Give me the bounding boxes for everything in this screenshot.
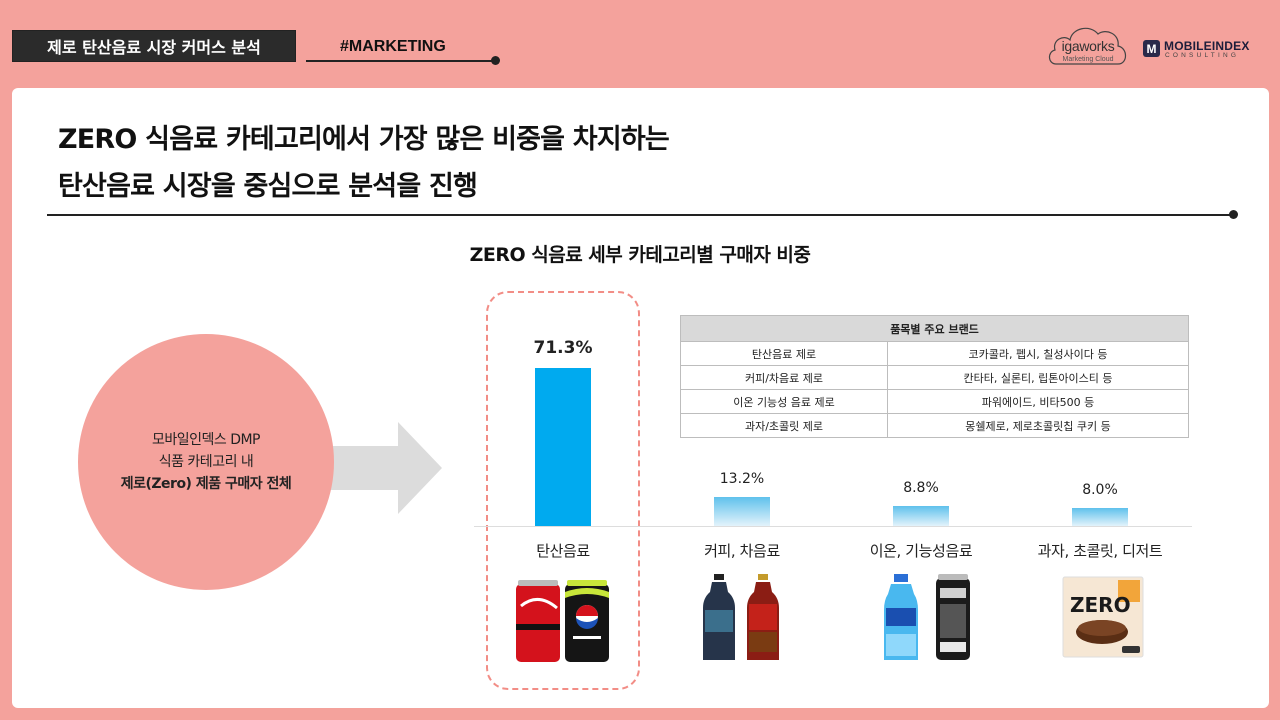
chart-bar bbox=[1072, 508, 1128, 526]
divider-dot bbox=[1229, 210, 1238, 219]
svg-text:ZERO: ZERO bbox=[1070, 593, 1131, 617]
cloud-icon bbox=[1048, 27, 1127, 65]
category-label: 탄산음료 bbox=[536, 542, 590, 560]
source-line1: 모바일인덱스 DMP bbox=[151, 432, 261, 448]
chart-title: ZERO 식음료 세부 카테고리별 구매자 비중 bbox=[469, 244, 811, 266]
table-row: 과자/초콜릿 제로 몽쉘제로, 제로초콜릿칩 쿠키 등 bbox=[680, 413, 1189, 438]
bar-value-label: 13.2% bbox=[719, 471, 765, 487]
divider bbox=[47, 214, 1233, 216]
headline-line1: ZERO 식음료 카테고리에서 가장 많은 비중을 차지하는 bbox=[58, 124, 670, 155]
igaworks-logo: igaworks Marketing Cloud bbox=[1046, 22, 1130, 68]
table-cell-category: 이온 기능성 음료 제로 bbox=[680, 389, 888, 414]
brand-table: 품목별 주요 브랜드 탄산음료 제로 코카콜라, 펩시, 칠성사이다 등 커피/… bbox=[680, 315, 1189, 438]
bar-value-label: 8.0% bbox=[1082, 482, 1118, 498]
hashtag-label: #MARKETING bbox=[340, 38, 446, 55]
brand-table-header: 품목별 주요 브랜드 bbox=[680, 315, 1189, 342]
headline: ZERO 식음료 카테고리에서 가장 많은 비중을 차지하는 탄산음료 시장을 … bbox=[58, 116, 670, 210]
category-label: 과자, 초콜릿, 디저트 bbox=[1037, 542, 1163, 560]
table-row: 커피/차음료 제로 칸타타, 실론티, 립톤아이스티 등 bbox=[680, 365, 1189, 390]
bar-value-label: 8.8% bbox=[903, 480, 939, 496]
hashtag-underline bbox=[306, 60, 494, 62]
source-line3: 제로(Zero) 제품 구매자 전체 bbox=[120, 476, 292, 492]
chart-bar bbox=[893, 506, 949, 526]
topic-label: 제로 탄산음료 시장 커머스 분석 bbox=[12, 30, 296, 62]
igaworks-sub: Marketing Cloud bbox=[1062, 56, 1114, 63]
chart-bar bbox=[714, 497, 770, 526]
table-cell-brands: 코카콜라, 펩시, 칠성사이다 등 bbox=[887, 341, 1189, 366]
arrow-right-icon bbox=[290, 422, 442, 514]
bar-value-label: 71.3% bbox=[533, 338, 593, 358]
mobileindex-name: MOBILEINDEX bbox=[1164, 39, 1250, 53]
source-line2: 식품 카테고리 내 bbox=[158, 454, 254, 470]
table-cell-brands: 파워에이드, 비타500 등 bbox=[887, 389, 1189, 414]
chart-bar bbox=[535, 368, 591, 526]
category-label: 이온, 기능성음료 bbox=[869, 542, 973, 560]
table-row: 이온 기능성 음료 제로 파워에이드, 비타500 등 bbox=[680, 389, 1189, 414]
sports-drinks-icon bbox=[884, 574, 970, 660]
table-cell-brands: 칸타타, 실론티, 립톤아이스티 등 bbox=[887, 365, 1189, 390]
highlight-frame bbox=[486, 291, 640, 690]
table-cell-category: 과자/초콜릿 제로 bbox=[680, 413, 888, 438]
table-row: 탄산음료 제로 코카콜라, 펩시, 칠성사이다 등 bbox=[680, 341, 1189, 366]
table-cell-category: 커피/차음료 제로 bbox=[680, 365, 888, 390]
brand-table-title: 품목별 주요 브랜드 bbox=[680, 315, 1189, 342]
mobileindex-logo: M MOBILEINDEX CONSULTING bbox=[1143, 38, 1263, 62]
table-cell-brands: 몽쉘제로, 제로초콜릿칩 쿠키 등 bbox=[887, 413, 1189, 438]
headline-line2: 탄산음료 시장을 중심으로 분석을 진행 bbox=[58, 171, 478, 202]
soda-cans-icon bbox=[516, 580, 609, 662]
mobileindex-sub: CONSULTING bbox=[1165, 52, 1240, 59]
snack-box-icon: ZERO bbox=[1062, 576, 1144, 658]
hashtag-dot bbox=[491, 56, 500, 65]
category-label: 커피, 차음료 bbox=[704, 542, 780, 560]
table-cell-category: 탄산음료 제로 bbox=[680, 341, 888, 366]
tea-bottles-icon bbox=[703, 574, 779, 660]
hashtag: #MARKETING bbox=[306, 36, 500, 66]
source-circle: 모바일인덱스 DMP 식품 카테고리 내 제로(Zero) 제품 구매자 전체 bbox=[78, 334, 334, 590]
mobileindex-mark-icon: M bbox=[1143, 40, 1160, 57]
chart-baseline bbox=[474, 526, 1192, 527]
igaworks-name: igaworks bbox=[1061, 38, 1115, 54]
